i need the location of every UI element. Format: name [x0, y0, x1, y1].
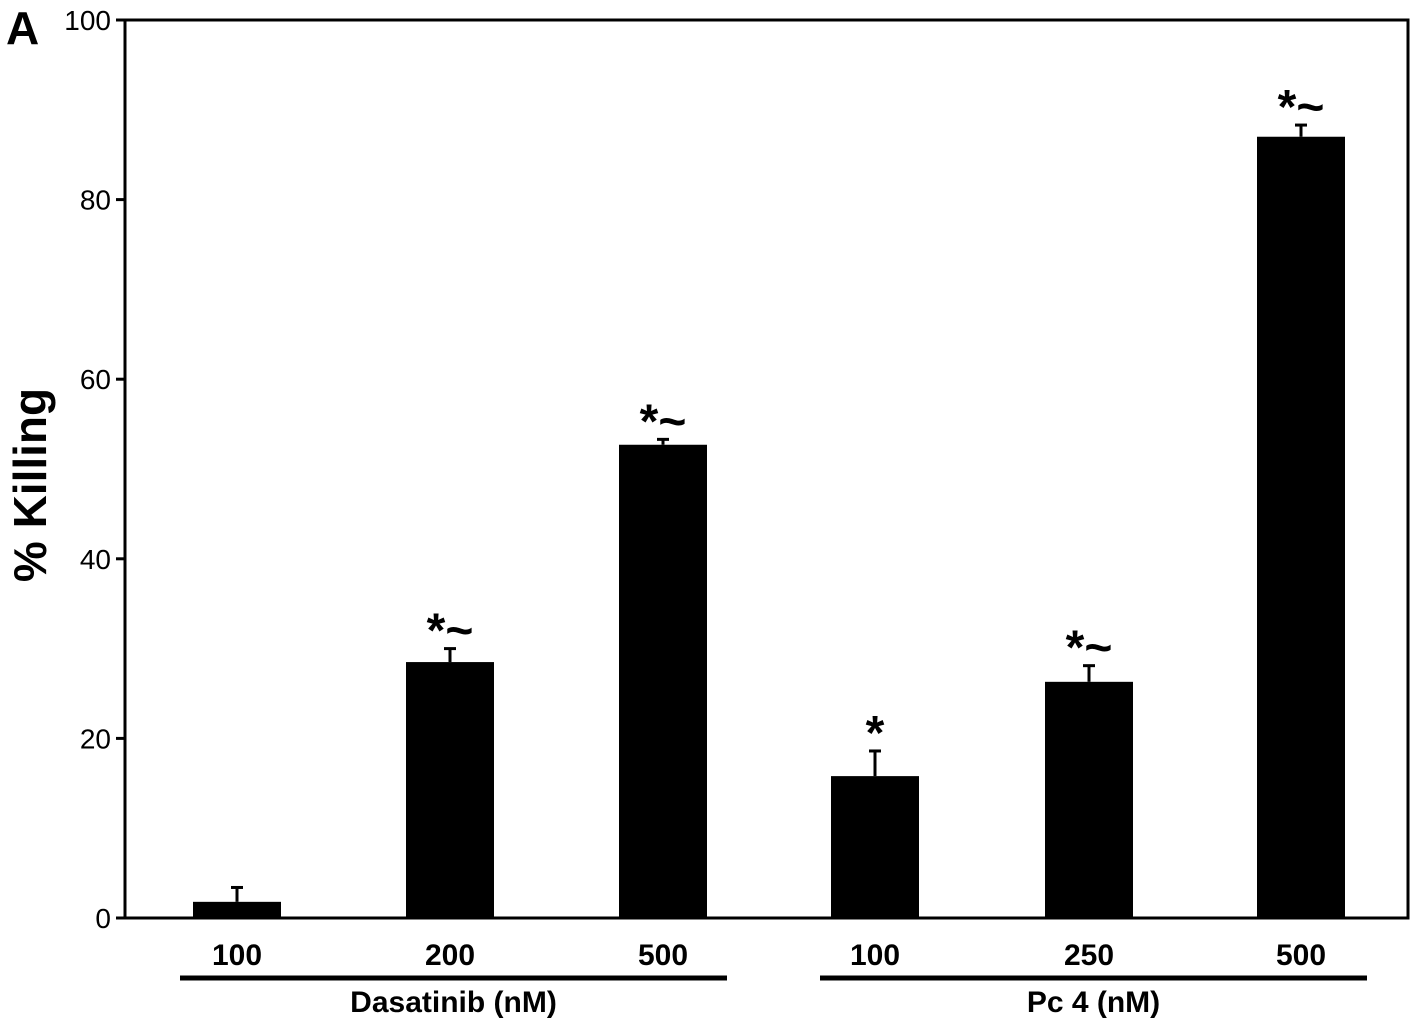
x-tick-label: 500 — [638, 939, 688, 972]
y-tick-label: 20 — [80, 723, 111, 754]
y-tick-label: 60 — [80, 364, 111, 395]
x-tick-label: 200 — [425, 939, 475, 972]
y-axis: 0 20 40 60 80 100 — [64, 5, 125, 934]
significance-marker: *~ — [1278, 81, 1325, 134]
bar — [193, 901, 281, 918]
significance-marker: *~ — [427, 605, 474, 658]
group-label: Pc 4 (nM) — [1027, 986, 1160, 1019]
group-label: Dasatinib (nM) — [350, 986, 557, 1019]
significance-marker: *~ — [1066, 622, 1113, 675]
y-tick-label: 0 — [95, 903, 111, 934]
group-labels: Dasatinib (nM) Pc 4 (nM) — [180, 975, 1367, 1019]
x-tick-label: 100 — [212, 939, 262, 972]
bars-layer: *~ *~ * *~ *~ — [193, 81, 1345, 919]
bar — [406, 662, 494, 918]
y-tick-label: 100 — [64, 5, 111, 36]
x-tick-label: 500 — [1276, 939, 1326, 972]
x-tick-label: 100 — [850, 939, 900, 972]
y-tick-label: 80 — [80, 185, 111, 216]
x-axis: 100 200 500 100 250 500 — [212, 939, 1326, 972]
panel-label: A — [6, 2, 39, 54]
significance-marker: *~ — [640, 395, 687, 448]
y-tick-label: 40 — [80, 544, 111, 575]
bar — [831, 776, 919, 918]
bar — [1257, 136, 1345, 919]
significance-marker: * — [866, 707, 885, 760]
y-axis-title: % Killing — [4, 388, 56, 582]
bar — [1045, 681, 1133, 918]
bar — [619, 444, 707, 918]
plot-frame — [123, 18, 1410, 920]
x-tick-label: 250 — [1064, 939, 1114, 972]
